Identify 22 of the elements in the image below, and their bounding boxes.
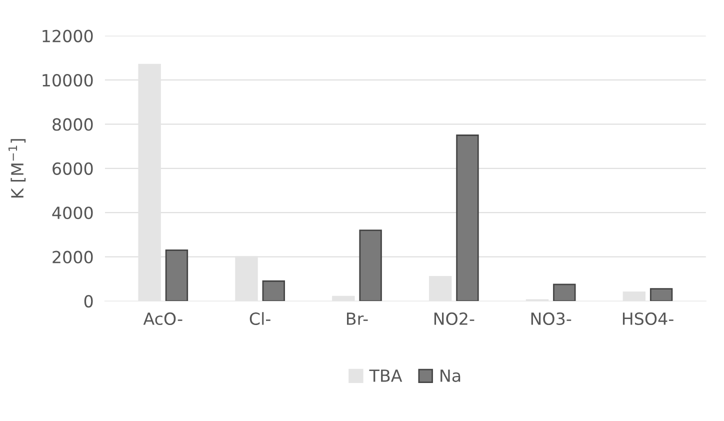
y-tick-label: 2000 bbox=[52, 250, 93, 264]
y-axis-title: K [M$^{−1}$] bbox=[8, 139, 26, 198]
y-tick-label: 6000 bbox=[52, 162, 93, 175]
y-tick-label: 8000 bbox=[52, 118, 93, 131]
bar bbox=[165, 249, 188, 302]
x-tick-label: Cl- bbox=[250, 312, 270, 326]
legend-label: TBA bbox=[369, 370, 402, 382]
x-tick-label: HSO4- bbox=[622, 312, 674, 326]
x-tick-label: NO3- bbox=[531, 312, 572, 326]
x-tick-label: NO2- bbox=[434, 312, 474, 326]
y-tick-label: 12000 bbox=[42, 30, 93, 42]
y-tick-label: 10000 bbox=[42, 74, 93, 87]
bar bbox=[359, 230, 382, 302]
bar bbox=[456, 134, 479, 302]
legend-label: Na bbox=[440, 370, 460, 382]
x-tick-label: Br- bbox=[346, 312, 368, 325]
bar bbox=[262, 280, 285, 302]
x-tick-label: AcO- bbox=[143, 312, 182, 326]
bar bbox=[650, 288, 673, 302]
bar bbox=[553, 284, 576, 302]
y-tick-label: 4000 bbox=[52, 206, 93, 220]
y-tick-label: 0 bbox=[84, 294, 93, 308]
